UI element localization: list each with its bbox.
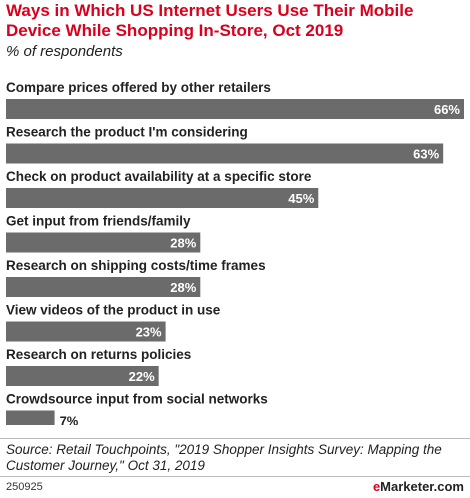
brand-prefix: e <box>372 479 381 494</box>
value-label: 22% <box>129 369 155 384</box>
category-label: Research on returns policies <box>6 347 191 362</box>
value-label: 45% <box>288 191 314 206</box>
source-divider <box>0 438 470 439</box>
category-label: Research on shipping costs/time frames <box>6 258 266 273</box>
value-label: 7% <box>60 414 79 426</box>
value-label: 28% <box>170 236 196 251</box>
footer-divider <box>0 476 470 477</box>
category-label: Crowdsource input from social networks <box>6 392 268 407</box>
category-label: Compare prices offered by other retailer… <box>6 80 271 95</box>
bar-chart: Compare prices offered by other retailer… <box>6 80 464 426</box>
category-label: Get input from friends/family <box>6 214 191 229</box>
bar <box>6 277 201 297</box>
bar <box>6 321 166 342</box>
value-label: 28% <box>170 280 196 295</box>
bar <box>6 232 201 253</box>
bar <box>6 188 319 208</box>
chart-title: Ways in Which US Internet Users Use Thei… <box>6 1 414 40</box>
value-label: 23% <box>136 325 162 340</box>
chart-id: 250925 <box>6 481 43 493</box>
bar <box>6 410 55 425</box>
chart-subtitle: % of respondents <box>6 43 123 60</box>
category-label: View videos of the product in use <box>6 303 221 318</box>
value-label: 66% <box>434 102 460 117</box>
category-label: Check on product availability at a speci… <box>6 169 312 184</box>
category-label: Research the product I'm considering <box>6 125 248 140</box>
bar <box>6 99 464 119</box>
emarketer-logo[interactable]: eMarketer.com <box>373 479 464 494</box>
bar <box>6 143 444 164</box>
bar <box>6 366 159 386</box>
brand-rest: Marketer.com <box>380 479 464 494</box>
source-note: Source: Retail Touchpoints, "2019 Shoppe… <box>6 442 442 473</box>
value-label: 63% <box>413 147 439 162</box>
